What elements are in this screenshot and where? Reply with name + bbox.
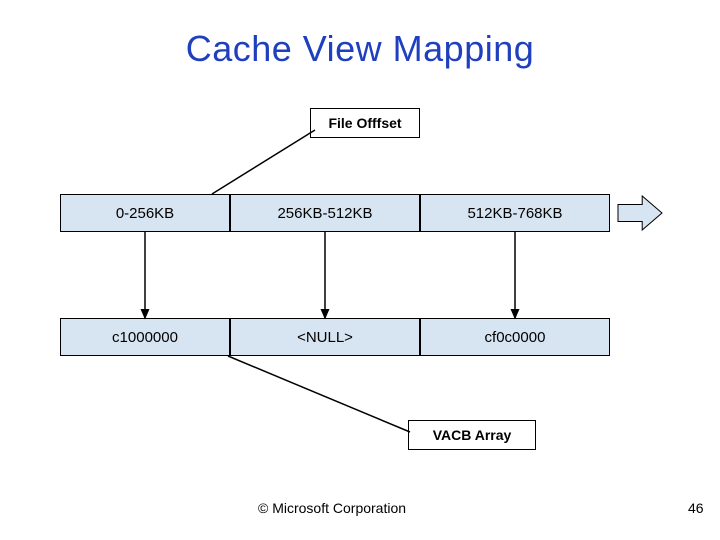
- offset-range-label: 0-256KB: [116, 205, 174, 222]
- offset-range-cell: 0-256KB: [60, 194, 230, 232]
- page-number: 46: [688, 500, 704, 516]
- connector-layer: [0, 0, 720, 540]
- offset-range-cell: 512KB-768KB: [420, 194, 610, 232]
- file-offset-pointer-line: [212, 130, 315, 194]
- vacb-value-label: c1000000: [112, 329, 178, 346]
- continuation-arrow-icon: [618, 196, 662, 230]
- vacb-value-label: cf0c0000: [485, 329, 546, 346]
- file-offset-label: File Offfset: [328, 115, 401, 131]
- vacb-value-cell: cf0c0000: [420, 318, 610, 356]
- vacb-value-label: <NULL>: [297, 329, 353, 346]
- vacb-array-label: VACB Array: [433, 427, 512, 443]
- file-offset-box: File Offfset: [310, 108, 420, 138]
- offset-range-label: 512KB-768KB: [467, 205, 562, 222]
- offset-range-cell: 256KB-512KB: [230, 194, 420, 232]
- copyright-text: © Microsoft Corporation: [258, 500, 406, 516]
- vacb-value-cell: c1000000: [60, 318, 230, 356]
- vacb-array-box: VACB Array: [408, 420, 536, 450]
- offset-range-label: 256KB-512KB: [277, 205, 372, 222]
- vacb-pointer-line: [228, 356, 410, 432]
- vacb-value-cell: <NULL>: [230, 318, 420, 356]
- slide-title: Cache View Mapping: [0, 28, 720, 70]
